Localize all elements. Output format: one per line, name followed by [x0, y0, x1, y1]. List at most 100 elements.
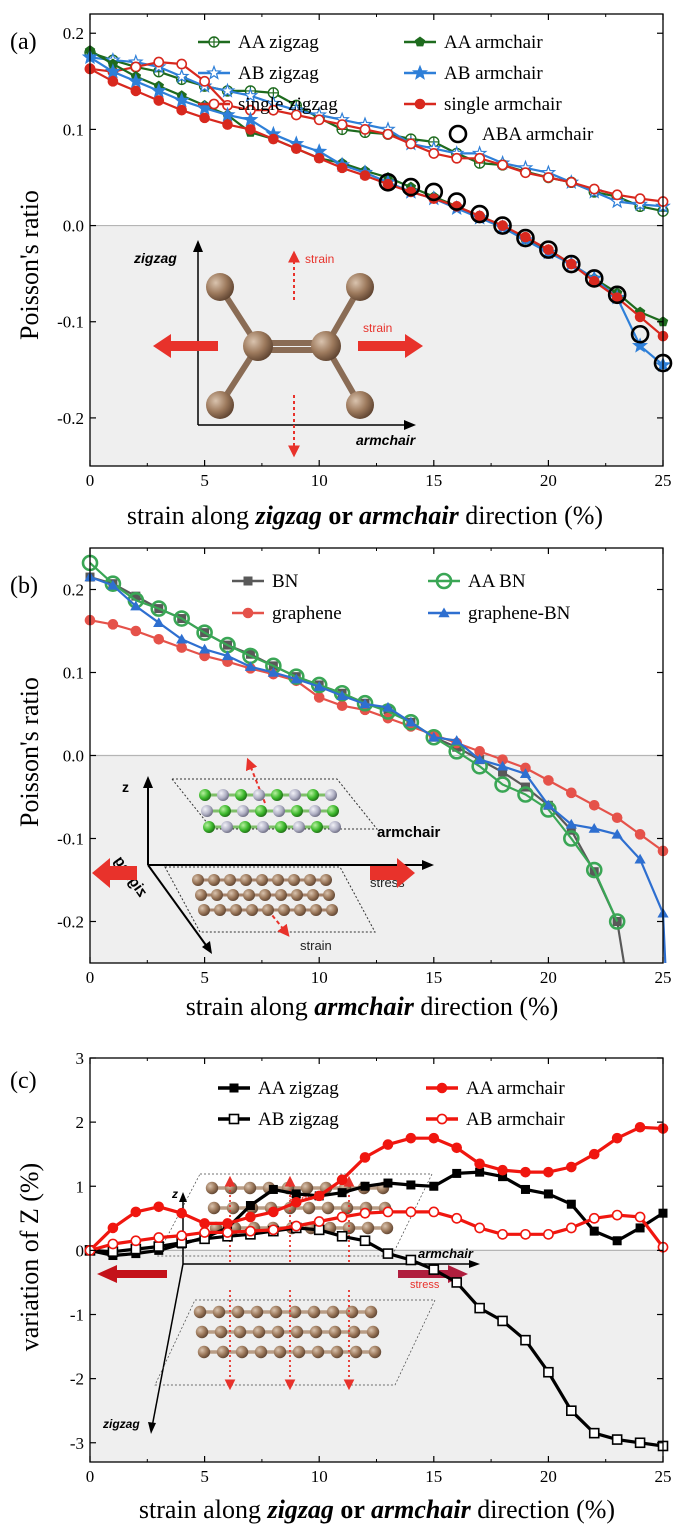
y-tick-label: -0.2: [57, 913, 84, 932]
data-point: [107, 76, 119, 87]
data-point: [609, 193, 625, 209]
data-point: [520, 762, 531, 774]
data-point: [130, 61, 142, 73]
data-point: [543, 1189, 553, 1199]
data-point: [565, 176, 577, 188]
data-point: [611, 292, 623, 304]
data-point: [176, 1230, 188, 1242]
data-point: [221, 650, 234, 661]
x-tick-label: 10: [311, 471, 328, 490]
data-point: [517, 786, 534, 803]
legend-marker: [436, 1082, 448, 1094]
data-point: [474, 1158, 485, 1170]
x-tick-label: 20: [540, 1467, 557, 1486]
y-tick-label: 0.0: [63, 217, 84, 236]
data-point: [497, 220, 508, 231]
y-tick-label: 0.0: [63, 747, 84, 766]
legend-label: ABA armchair: [482, 124, 594, 145]
data-point: [107, 579, 119, 590]
data-point: [451, 1277, 463, 1288]
panel-c-xlabel: strain along zigzag or armchair directio…: [139, 1495, 615, 1524]
data-point: [497, 159, 508, 171]
data-point: [402, 713, 420, 731]
x-tick-label: 5: [200, 471, 209, 490]
legend-marker: [228, 1113, 240, 1125]
data-point: [634, 193, 646, 205]
data-point: [474, 210, 485, 222]
legend-entry: AB armchair: [404, 63, 543, 84]
data-point: [424, 182, 444, 202]
legend-label: AA zigzag: [258, 1078, 339, 1099]
inset-c-z-label: z: [171, 1187, 178, 1201]
data-point: [219, 82, 236, 98]
data-point: [634, 1211, 646, 1223]
data-point: [611, 189, 623, 201]
data-point: [565, 818, 577, 829]
data-point: [173, 68, 190, 84]
x-tick-label: 20: [540, 471, 557, 490]
data-point: [520, 167, 531, 179]
inset-b: z armchair zigzag stress strain: [92, 757, 441, 954]
data-point: [562, 254, 581, 274]
x-tick-label: 0: [86, 968, 95, 987]
x-tick-label: 0: [86, 471, 95, 490]
series-ab-armchair: [84, 1206, 669, 1256]
data-point: [589, 1226, 599, 1236]
data-point: [336, 162, 348, 174]
series-aba-armchair: [378, 172, 673, 373]
negative-region-shade: [90, 755, 663, 963]
data-point: [494, 776, 511, 793]
data-point: [611, 812, 623, 824]
data-point: [153, 1232, 165, 1243]
legend-marker: [438, 607, 450, 618]
data-point: [607, 285, 627, 305]
y-tick-label: 0.1: [63, 120, 84, 139]
legend-entry: graphene: [232, 603, 342, 624]
data-point: [474, 1302, 485, 1314]
legend-label: AA BN: [468, 571, 526, 592]
legend-label: BN: [272, 571, 299, 592]
panel-a-ylabel: Poisson's ratio: [15, 190, 44, 340]
data-point: [199, 1218, 210, 1229]
data-point: [543, 1366, 554, 1378]
data-point: [428, 1132, 440, 1144]
series-line: [89, 562, 619, 922]
data-point: [382, 128, 394, 140]
data-point: [382, 178, 394, 190]
data-point: [382, 701, 394, 712]
data-point: [378, 172, 398, 192]
data-point: [359, 698, 371, 709]
data-point: [497, 1315, 508, 1327]
legend-entry: AA zigzag: [198, 32, 319, 53]
legend-entry: BN: [232, 571, 299, 592]
data-point: [131, 591, 141, 601]
y-tick-label: 0.2: [63, 581, 84, 600]
data-point: [447, 192, 467, 211]
data-point: [565, 1222, 577, 1234]
data-point: [498, 767, 508, 777]
y-tick-label: -0.1: [57, 313, 84, 332]
data-point: [359, 1152, 371, 1163]
data-point: [267, 667, 279, 677]
data-point: [520, 1184, 530, 1194]
data-point: [451, 1212, 463, 1224]
data-point: [176, 642, 187, 653]
data-point: [612, 1236, 622, 1246]
data-point: [104, 63, 121, 79]
data-point: [543, 244, 554, 255]
data-point: [474, 746, 485, 757]
data-point: [173, 92, 190, 108]
data-point: [566, 1199, 576, 1209]
data-point: [268, 133, 279, 145]
data-point: [153, 617, 165, 627]
data-point: [219, 106, 236, 122]
data-point: [313, 681, 325, 691]
data-point: [130, 625, 142, 637]
data-point: [382, 1139, 394, 1150]
data-point: [359, 1207, 371, 1219]
legend-marker: [436, 1113, 448, 1125]
data-point: [611, 828, 623, 839]
series-aa-bn: [81, 554, 626, 930]
data-point: [405, 138, 417, 150]
